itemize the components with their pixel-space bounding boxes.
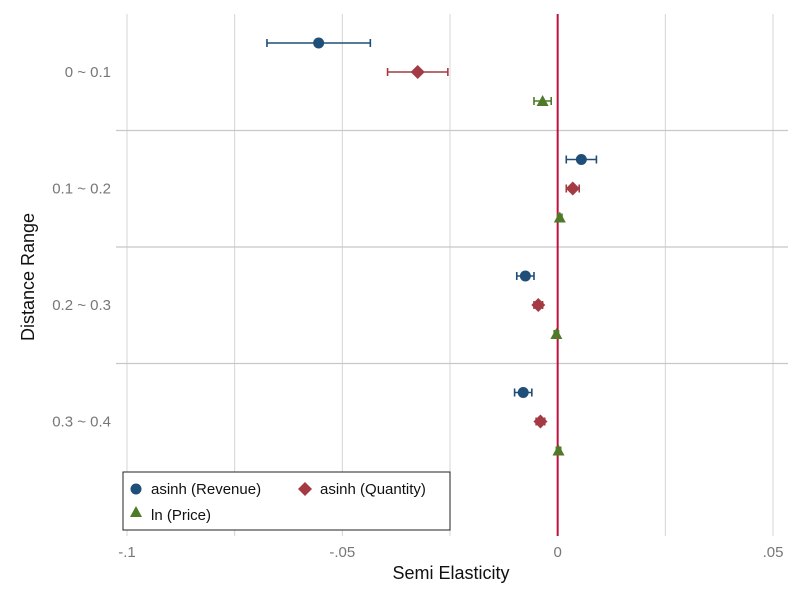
- x-tick-label: -.1: [118, 544, 136, 561]
- grid-layer: [116, 14, 788, 536]
- legend: asinh (Revenue) asinh (Quantity) ln (Pri…: [122, 471, 451, 531]
- legend-marker-price: [130, 506, 142, 517]
- x-tick-label: 0: [553, 544, 561, 561]
- y-category-label: 0.3 ~ 0.4: [52, 414, 111, 431]
- x-tick-label: .05: [763, 544, 784, 561]
- tick-labels-layer: -.1 -.05 0 .05 0 ~ 0.1 0.1 ~ 0.2 0.2 ~ 0.3 0.3 …: [52, 64, 783, 561]
- legend-label-price: ln (Price): [151, 507, 211, 524]
- data-marks-layer: [266, 37, 598, 456]
- point-diamond: [565, 181, 580, 196]
- point-triangle: [553, 211, 566, 223]
- point-circle: [575, 154, 587, 165]
- legend-label-revenue: asinh (Revenue): [151, 481, 261, 498]
- point-diamond: [531, 298, 546, 312]
- y-category-label: 0 ~ 0.1: [65, 64, 111, 81]
- point-triangle: [552, 444, 565, 456]
- point-circle: [519, 270, 531, 282]
- point-triangle: [536, 95, 549, 106]
- legend-box: [122, 471, 451, 531]
- y-category-label: 0.2 ~ 0.3: [52, 297, 111, 314]
- point-circle: [313, 37, 325, 49]
- y-category-label: 0.1 ~ 0.2: [52, 181, 111, 198]
- point-triangle: [550, 328, 563, 339]
- legend-marker-quantity: [298, 482, 312, 496]
- legend-label-quantity: asinh (Quantity): [320, 481, 426, 498]
- y-axis-title: Distance Range: [18, 213, 38, 341]
- point-diamond: [533, 414, 548, 429]
- x-tick-label: -.05: [329, 544, 355, 561]
- point-circle: [517, 387, 529, 398]
- legend-marker-revenue: [130, 483, 142, 495]
- point-diamond: [410, 65, 425, 79]
- x-axis-title: Semi Elasticity: [392, 563, 509, 583]
